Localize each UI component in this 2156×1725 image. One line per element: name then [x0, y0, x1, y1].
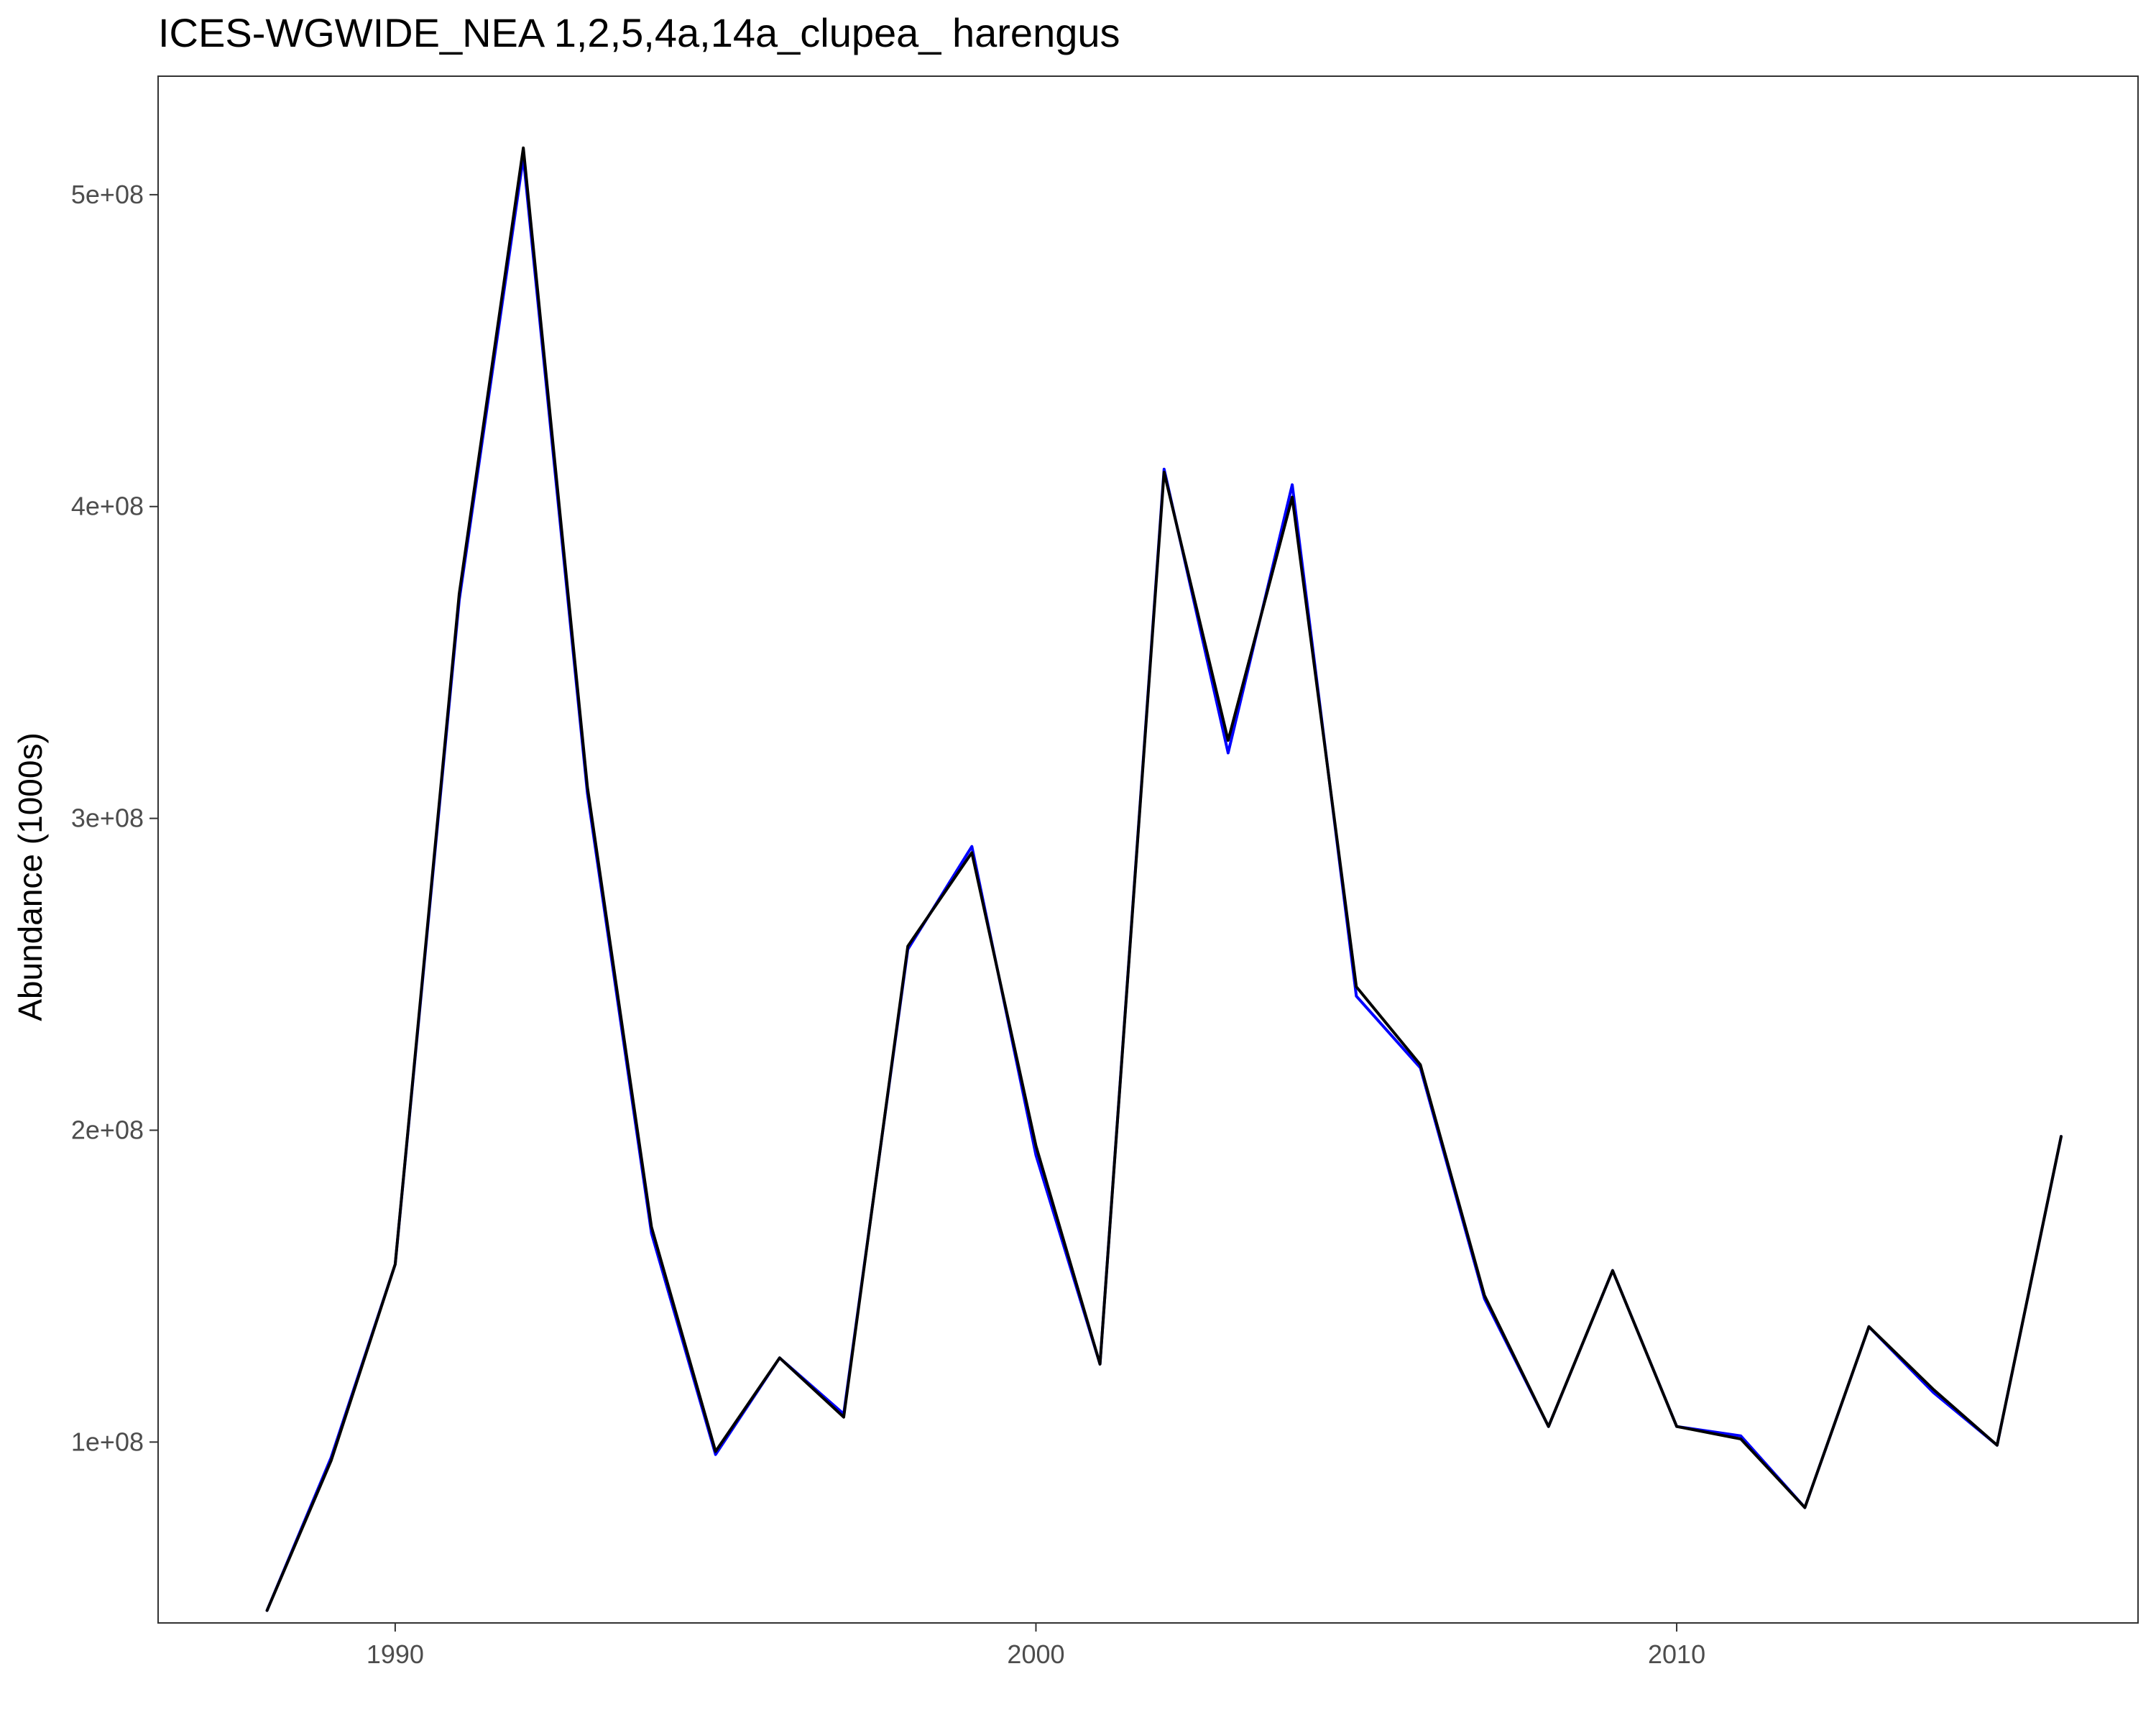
- x-axis: 1990 2000 2010: [367, 1623, 1705, 1669]
- x-tick-label: 2010: [1648, 1639, 1705, 1669]
- y-axis: 1e+08 2e+08 3e+08 4e+08 5e+08: [71, 180, 158, 1456]
- y-tick-label: 2e+08: [71, 1115, 144, 1144]
- y-tick-label: 3e+08: [71, 804, 144, 833]
- y-tick-label: 4e+08: [71, 492, 144, 521]
- x-tick-label: 1990: [367, 1639, 424, 1669]
- y-tick-label: 1e+08: [71, 1427, 144, 1456]
- series-layer: [265, 146, 2063, 1612]
- chart-title: ICES-WGWIDE_NEA 1,2,5,4a,14a_clupea_ har…: [158, 10, 1120, 55]
- y-axis-title: Abundance (1000s): [11, 732, 49, 1021]
- plot-panel: [157, 75, 2139, 1624]
- x-tick-label: 2000: [1007, 1639, 1064, 1669]
- y-tick-label: 5e+08: [71, 180, 144, 209]
- series-line-2: [265, 146, 2063, 1612]
